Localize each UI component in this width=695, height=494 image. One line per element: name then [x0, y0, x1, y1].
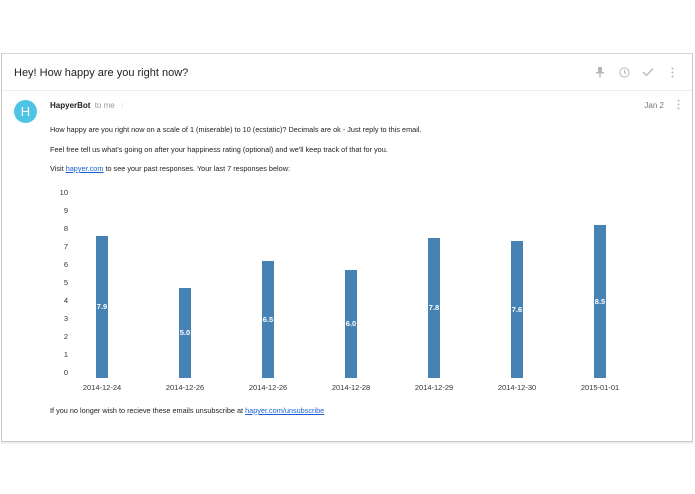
x-tick-label: 2014-12-29 [414, 383, 454, 392]
email-card: Hey! How happy are you right now? H Hapy… [1, 53, 693, 444]
bar-value-label: 7.6 [511, 304, 523, 314]
bar-value-label: 5.0 [179, 328, 191, 337]
y-tick-label: 1 [63, 350, 68, 359]
happiness-bar-chart: 0 1 2 3 4 5 6 7 8 9 10 7.9 2014-12-24 5.0 2014-12-26 6.… [50, 187, 650, 397]
bar: 5.0 [179, 288, 191, 378]
y-tick-label: 9 [63, 206, 68, 215]
sender-info: HapyerBot to me ⁝ [50, 101, 123, 110]
subject-bar: Hey! How happy are you right now? [2, 54, 692, 91]
y-tick-label: 2 [63, 332, 68, 341]
unsubscribe-link[interactable]: hapyer.com/unsubscribe [245, 406, 325, 415]
bar: 6.5 [262, 261, 274, 378]
y-tick-label: 4 [63, 296, 68, 305]
email-date: Jan 2 [644, 101, 664, 110]
email-subject: Hey! How happy are you right now? [14, 67, 189, 79]
y-tick-label: 3 [63, 314, 68, 323]
bar-value-label: 6.5 [262, 314, 274, 324]
body-line-3-suffix: to see your past responses. Your last 7 … [103, 164, 291, 173]
bar: 8.5 [594, 225, 606, 378]
x-tick-label: 2014-12-26 [248, 383, 288, 392]
bar-value-label: 7.8 [428, 302, 440, 312]
x-tick-label: 2014-12-30 [497, 383, 537, 392]
clock-icon[interactable] [612, 65, 636, 79]
body-line-1: How happy are you right now on a scale o… [50, 125, 422, 134]
bar: 7.8 [428, 237, 440, 378]
bar-value-label: 7.9 [96, 301, 108, 311]
avatar: H [14, 100, 37, 123]
recipient-label: to me [94, 101, 115, 110]
bar: 7.6 [511, 241, 523, 378]
x-tick-label: 2014-12-28 [331, 383, 371, 392]
x-tick-label: 2014-12-26 [165, 383, 205, 392]
y-tick-label: 7 [63, 242, 68, 251]
more-vert-icon[interactable] [660, 65, 684, 79]
body-line-2: Feel free tell us what's going on after … [50, 145, 388, 154]
pin-icon[interactable] [588, 65, 612, 79]
message-more-icon[interactable] [677, 99, 680, 113]
footer-prefix: If you no longer wish to recieve these e… [50, 406, 246, 415]
bar: 7.9 [96, 235, 108, 378]
bar-value-label: 8.5 [594, 296, 606, 306]
x-tick-label: 2015-01-01 [580, 383, 620, 392]
hapyer-link[interactable]: hapyer.com [65, 164, 104, 173]
thread-toolbar [588, 65, 684, 79]
details-dropdown-icon[interactable]: ⁝ [120, 103, 124, 110]
y-tick-label: 6 [63, 260, 68, 269]
y-tick-label: 8 [63, 224, 68, 233]
y-tick-label: 0 [63, 368, 68, 377]
sender-name[interactable]: HapyerBot [50, 101, 91, 110]
body-line-3-prefix: Visit [50, 164, 66, 173]
body-line-3: Visit hapyer.com to see your past respon… [50, 164, 290, 173]
sender-row: H HapyerBot to me ⁝ Jan 2 [2, 91, 692, 123]
footer-line: If you no longer wish to recieve these e… [50, 406, 324, 415]
bar: 6.0 [345, 270, 357, 378]
y-tick-label: 10 [59, 188, 68, 197]
check-icon[interactable] [636, 65, 660, 79]
y-tick-label: 5 [63, 278, 68, 287]
bar-value-label: 6.0 [345, 319, 357, 328]
x-tick-label: 2014-12-24 [82, 383, 122, 392]
